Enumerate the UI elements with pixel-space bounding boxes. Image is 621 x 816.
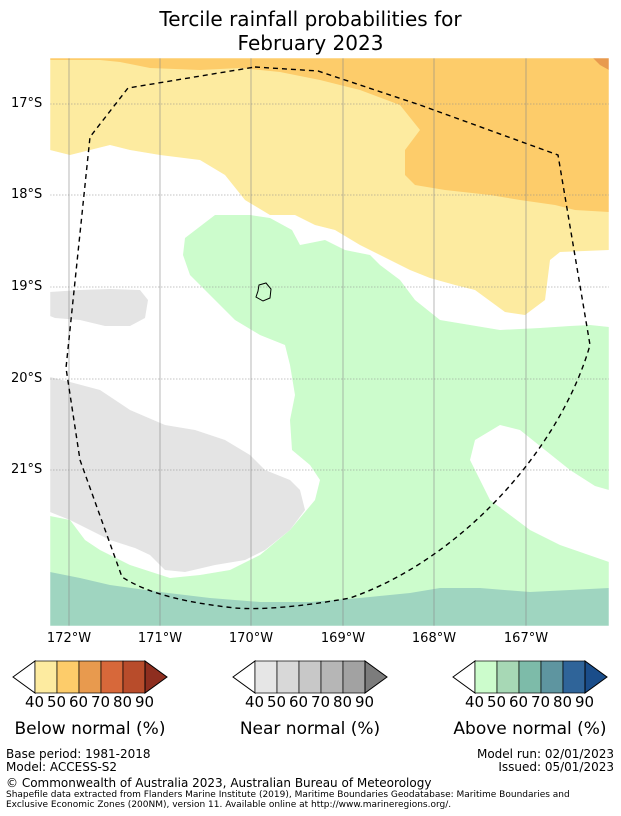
above-normal-40-region xyxy=(50,215,609,626)
issued-date: Issued: 05/01/2023 xyxy=(498,760,614,774)
lat-label-21s: 21°S xyxy=(11,462,43,477)
legend-tick: 70 xyxy=(91,693,111,711)
map-frame xyxy=(49,57,610,627)
niue-island xyxy=(255,282,272,302)
legend-bar-above xyxy=(452,660,608,694)
shapefile-credit-2: Exclusive Economic Zones (200NM), versio… xyxy=(6,800,452,810)
base-period: Base period: 1981-2018 xyxy=(6,747,151,761)
legend-below-swatch xyxy=(100,660,124,694)
legend-tick: 50 xyxy=(487,693,507,711)
legend-near-swatch xyxy=(320,660,344,694)
legend-below-swatch xyxy=(122,660,146,694)
legend-above-swatch xyxy=(540,660,564,694)
legend-near-swatch xyxy=(298,660,322,694)
legend-tick: 80 xyxy=(553,693,573,711)
title-line-1: Tercile rainfall probabilities for xyxy=(159,7,462,31)
lon-label-170w: 170°W xyxy=(228,631,274,646)
legend-above-end-arrow xyxy=(584,660,608,694)
lat-gridlines xyxy=(50,103,609,471)
legend-tick: 90 xyxy=(355,693,375,711)
legend-below-swatch xyxy=(34,660,58,694)
lon-label-167w: 167°W xyxy=(503,631,549,646)
lat-label-19s: 19°S xyxy=(11,279,43,294)
title-line-2: February 2023 xyxy=(237,31,384,55)
shapefile-credit-1: Shapefile data extracted from Flanders M… xyxy=(6,790,570,800)
legend-near-swatch xyxy=(276,660,300,694)
legend-tick: 40 xyxy=(465,693,485,711)
legend-title-above: Above normal (%) xyxy=(453,719,607,739)
legend-near-swatch xyxy=(254,660,278,694)
legend-below-swatch xyxy=(78,660,102,694)
lon-label-171w: 171°W xyxy=(137,631,183,646)
lon-label-169w: 169°W xyxy=(320,631,366,646)
below-normal-60-region xyxy=(50,58,609,212)
legend-tick: 40 xyxy=(245,693,265,711)
lat-label-18s: 18°S xyxy=(11,187,43,202)
legend-above-swatch xyxy=(474,660,498,694)
model-name: Model: ACCESS-S2 xyxy=(6,760,118,774)
legend-title-near: Near normal (%) xyxy=(239,719,381,739)
legend-tick: 80 xyxy=(333,693,353,711)
model-run: Model run: 02/01/2023 xyxy=(476,747,614,761)
legend-tick: 50 xyxy=(47,693,67,711)
eez-boundary xyxy=(65,66,591,610)
legend-tick: 50 xyxy=(267,693,287,711)
near-normal-region-north xyxy=(50,289,148,326)
near-normal-speck xyxy=(205,546,222,556)
legend-above-swatch xyxy=(518,660,542,694)
legend-tick: 60 xyxy=(69,693,89,711)
lat-label-17s: 17°S xyxy=(11,96,43,111)
legend-near-swatch xyxy=(342,660,366,694)
lon-label-172w: 172°W xyxy=(46,631,92,646)
legend-tick: 60 xyxy=(289,693,309,711)
legend-title-below: Below normal (%) xyxy=(14,719,166,739)
copyright: © Commonwealth of Australia 2023, Austra… xyxy=(6,776,432,790)
lon-label-168w: 168°W xyxy=(411,631,457,646)
legend-tick: 90 xyxy=(575,693,595,711)
legend-below-end-arrow xyxy=(144,660,168,694)
legend-tick: 40 xyxy=(25,693,45,711)
near-normal-region-south xyxy=(50,377,305,572)
legend-near-open-arrow xyxy=(232,660,256,694)
lon-gridlines xyxy=(68,58,527,626)
legend-above-swatch xyxy=(562,660,586,694)
legend-tick: 70 xyxy=(311,693,331,711)
legend-near-end-arrow xyxy=(364,660,388,694)
legend-bar-below xyxy=(12,660,168,694)
legend-above-swatch xyxy=(496,660,520,694)
lat-label-20s: 20°S xyxy=(11,371,43,386)
legend-tick: 70 xyxy=(531,693,551,711)
legend-bar-near xyxy=(232,660,388,694)
map-area xyxy=(50,58,609,626)
below-normal-70-region xyxy=(593,58,609,70)
legend-tick: 60 xyxy=(509,693,529,711)
legend-tick: 90 xyxy=(135,693,155,711)
legend-below-swatch xyxy=(56,660,80,694)
legend-below-open-arrow xyxy=(12,660,36,694)
legend-tick: 80 xyxy=(113,693,133,711)
above-normal-60-region xyxy=(50,572,609,626)
legend-above-open-arrow xyxy=(452,660,476,694)
